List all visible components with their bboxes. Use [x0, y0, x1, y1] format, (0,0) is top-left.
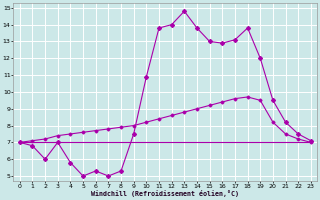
X-axis label: Windchill (Refroidissement éolien,°C): Windchill (Refroidissement éolien,°C) — [91, 190, 239, 197]
